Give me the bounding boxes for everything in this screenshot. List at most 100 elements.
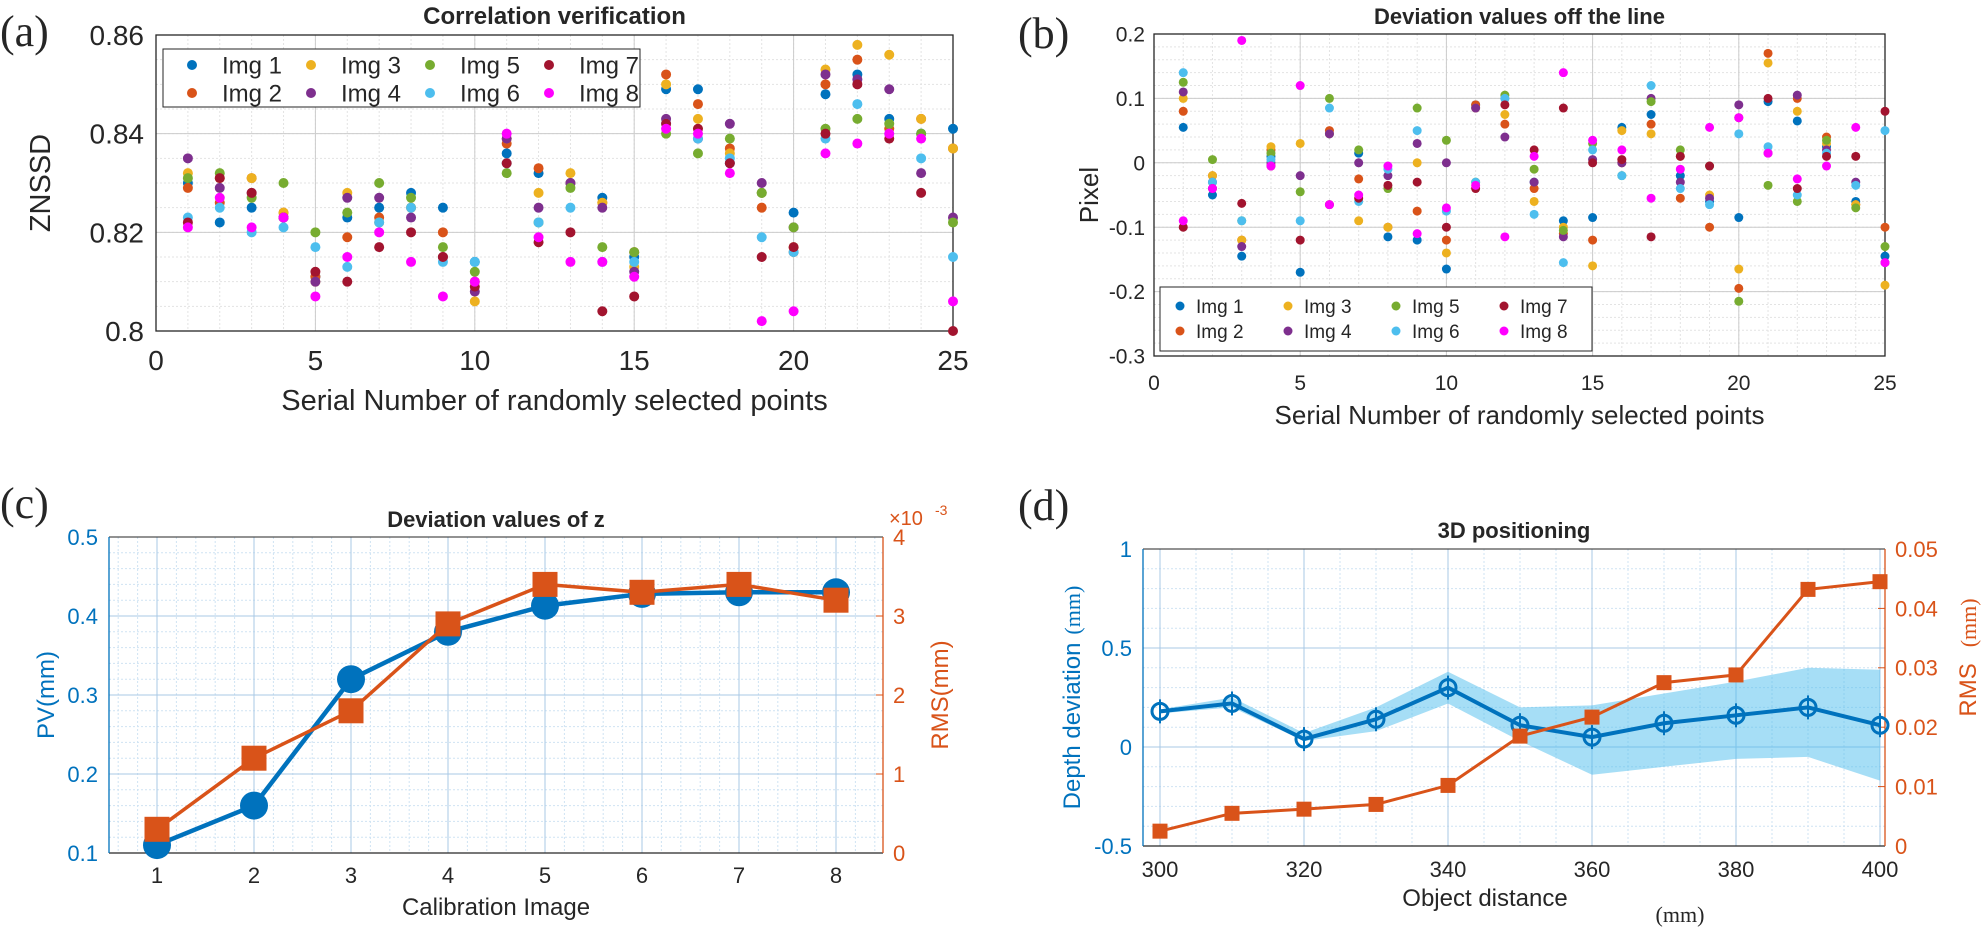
legend-marker: [425, 88, 435, 98]
legend-marker: [1175, 326, 1185, 336]
data-point: [1237, 198, 1247, 208]
data-point: [214, 217, 225, 228]
x-tick-label: 2: [248, 863, 260, 888]
y-tick-label: 0.2: [67, 762, 98, 787]
x-tick-label: 10: [459, 345, 490, 376]
data-point: [1705, 161, 1715, 171]
y-right-tick-label: 0.01: [1895, 775, 1938, 800]
legend-label: Img 7: [1520, 297, 1568, 318]
data-point: [1617, 155, 1627, 165]
y-tick-label: -0.1: [1109, 217, 1145, 240]
legend-label: Img 3: [1304, 297, 1352, 318]
chart-title: 3D positioning: [1438, 518, 1591, 543]
data-point: [1529, 196, 1539, 206]
data-point: [342, 207, 353, 218]
y-tick-label: 0.1: [67, 841, 98, 866]
data-point: [1822, 135, 1832, 145]
data-point: [1734, 129, 1744, 139]
series-left: [1150, 675, 1890, 752]
exponent-label: ×10: [889, 508, 923, 530]
data-point: [374, 178, 385, 188]
x-tick-label: 20: [1727, 372, 1750, 395]
data-point: [1266, 161, 1276, 171]
data-point: [1178, 87, 1188, 97]
data-point: [1178, 222, 1188, 232]
data-point: [884, 84, 895, 95]
data-point: [1324, 93, 1334, 103]
data-point: [1295, 216, 1305, 226]
data-point: [1354, 158, 1364, 168]
panel-label-a: (a): [0, 7, 49, 56]
x-axis-unit: (mm): [1656, 902, 1705, 927]
data-point: [916, 153, 927, 164]
data-point: [469, 256, 480, 267]
chart-c: 1 2 3 4 5 6 7 8 0.1 0.2 0.3 0.4 0.5 0 1 2 3 4 Deviation va…: [33, 502, 954, 921]
data-point: [533, 217, 544, 228]
data-point-square: [1512, 728, 1528, 744]
legend-marker: [1499, 301, 1509, 311]
data-point: [1383, 222, 1393, 232]
y-right-tick-label: 0: [893, 841, 905, 866]
data-point: [1441, 203, 1451, 213]
data-point: [1237, 35, 1247, 45]
data-point: [310, 242, 321, 253]
data-point: [724, 168, 735, 179]
data-point: [1646, 193, 1656, 203]
data-point: [629, 291, 640, 302]
y-axis-label: Pixel: [1074, 167, 1104, 223]
data-point: [820, 148, 831, 159]
data-point: [1295, 171, 1305, 181]
data-point: [1500, 119, 1510, 129]
data-point: [1763, 58, 1773, 68]
x-tick-label: 300: [1142, 857, 1179, 882]
data-point-square: [823, 587, 849, 613]
data-point: [1792, 184, 1802, 194]
data-point: [597, 306, 608, 317]
legend-label: Img 2: [222, 81, 282, 108]
y-right-tick-label: 0: [1895, 834, 1907, 859]
legend-label: Img 3: [341, 53, 401, 80]
data-point: [1207, 177, 1217, 187]
x-tick-label: 8: [830, 863, 842, 888]
data-point: [246, 222, 257, 233]
y-tick-label: 0.2: [1116, 24, 1145, 47]
data-point: [1763, 180, 1773, 190]
data-point: [1792, 190, 1802, 200]
data-point: [182, 222, 193, 233]
data-point: [1675, 171, 1685, 181]
data-point: [948, 217, 958, 228]
data-point: [565, 182, 576, 193]
data-point: [1588, 135, 1598, 145]
data-point: [182, 173, 193, 184]
data-point: [1441, 264, 1451, 274]
data-point: [1880, 242, 1890, 252]
legend-marker: [1391, 301, 1401, 311]
data-point: [1851, 151, 1861, 161]
data-point: [1412, 103, 1422, 113]
data-point: [1295, 138, 1305, 148]
data-point: [374, 192, 385, 203]
chart-b: 0 5 10 15 20 25 -0.3 -0.2 -0.1 0 0.1 0.2 Deviation v…: [1074, 4, 1897, 430]
data-point: [1412, 206, 1422, 216]
data-point: [948, 123, 958, 134]
data-point: [310, 266, 321, 277]
data-point: [948, 252, 958, 262]
series-right: [1152, 574, 1888, 839]
data-point-circle: [1870, 715, 1890, 735]
data-point: [1675, 145, 1685, 155]
data-point: [1734, 264, 1744, 274]
series-line: [156, 590, 836, 848]
data-point: [820, 89, 831, 100]
data-point-circle: [240, 791, 268, 820]
y-right-tick-label: 1: [893, 762, 905, 787]
chart-a: 0 5 10 15 20 25 0.8 0.82 0.84 0.86 Correlation ver…: [25, 3, 969, 417]
data-point: [246, 202, 257, 213]
data-point: [214, 173, 225, 184]
x-tick-label: 3: [345, 863, 357, 888]
data-point: [437, 291, 448, 302]
x-tick-label: 320: [1286, 857, 1323, 882]
legend-label: Img 4: [341, 81, 401, 108]
data-point: [1441, 222, 1451, 232]
data-point: [661, 123, 672, 134]
legend-marker: [544, 60, 554, 70]
